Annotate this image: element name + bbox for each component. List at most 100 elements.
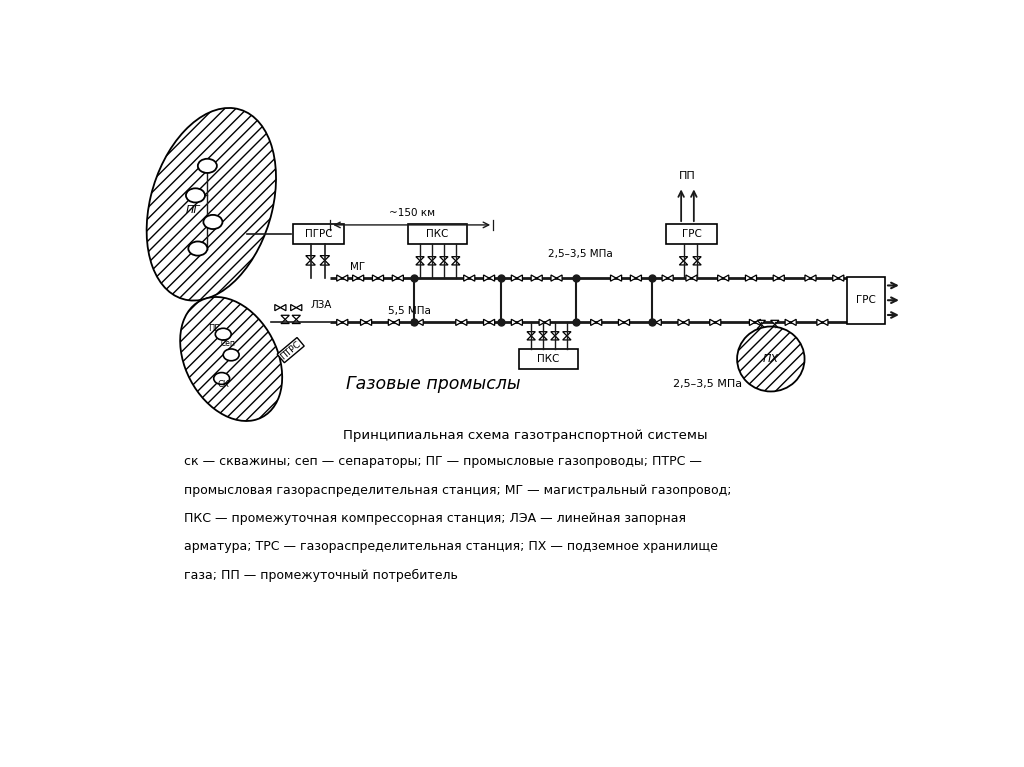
Polygon shape <box>624 319 630 325</box>
Text: Сеп: Сеп <box>220 339 236 348</box>
Polygon shape <box>461 319 467 325</box>
Polygon shape <box>416 261 424 265</box>
Polygon shape <box>745 275 751 281</box>
Polygon shape <box>616 275 622 281</box>
Polygon shape <box>684 319 689 325</box>
Polygon shape <box>668 275 673 281</box>
Polygon shape <box>718 275 723 281</box>
Polygon shape <box>636 275 641 281</box>
Polygon shape <box>489 319 495 325</box>
Polygon shape <box>292 319 300 324</box>
Polygon shape <box>392 275 397 281</box>
Circle shape <box>198 159 217 173</box>
Polygon shape <box>342 275 348 281</box>
Polygon shape <box>551 331 559 336</box>
Polygon shape <box>618 319 624 325</box>
Polygon shape <box>771 321 779 324</box>
Polygon shape <box>539 331 547 336</box>
Polygon shape <box>416 257 424 261</box>
Polygon shape <box>321 255 330 260</box>
Polygon shape <box>693 257 701 261</box>
Polygon shape <box>483 275 489 281</box>
Text: ПТРС: ПТРС <box>279 339 303 361</box>
Polygon shape <box>397 275 403 281</box>
Polygon shape <box>771 324 779 328</box>
Polygon shape <box>596 319 602 325</box>
Circle shape <box>186 189 205 202</box>
Text: ПП: ПП <box>679 170 696 181</box>
Text: газа; ПП — промежуточный потребитель: газа; ПП — промежуточный потребитель <box>183 568 458 581</box>
Polygon shape <box>693 261 701 265</box>
Polygon shape <box>281 315 290 319</box>
Text: ГРС: ГРС <box>856 295 876 305</box>
Text: ск — скважины; сеп — сепараторы; ПГ — промысловые газопроводы; ПТРС —: ск — скважины; сеп — сепараторы; ПГ — пр… <box>183 456 701 468</box>
Text: ПГРС: ПГРС <box>305 229 332 239</box>
Text: 2,5–3,5 МПа: 2,5–3,5 МПа <box>673 380 742 390</box>
Polygon shape <box>321 260 330 265</box>
Bar <box>666 224 717 244</box>
Text: 5,5 МПа: 5,5 МПа <box>388 305 431 315</box>
Polygon shape <box>817 319 822 325</box>
Polygon shape <box>723 275 729 281</box>
Polygon shape <box>296 304 302 311</box>
Polygon shape <box>358 275 364 281</box>
Polygon shape <box>517 275 522 281</box>
Polygon shape <box>757 321 766 324</box>
Polygon shape <box>306 260 315 265</box>
Polygon shape <box>551 336 559 340</box>
Polygon shape <box>489 275 495 281</box>
Polygon shape <box>464 275 469 281</box>
Polygon shape <box>418 319 423 325</box>
Polygon shape <box>679 257 688 261</box>
Polygon shape <box>412 319 418 325</box>
Polygon shape <box>292 315 300 319</box>
Polygon shape <box>757 324 766 328</box>
Polygon shape <box>833 275 839 281</box>
Polygon shape <box>785 319 791 325</box>
Polygon shape <box>755 319 761 325</box>
Polygon shape <box>527 331 536 336</box>
Circle shape <box>214 373 229 384</box>
Text: ГРС: ГРС <box>682 229 701 239</box>
Polygon shape <box>539 336 547 340</box>
Text: МГ: МГ <box>350 262 366 272</box>
Polygon shape <box>805 275 811 281</box>
Polygon shape <box>456 319 461 325</box>
Text: ~150 км: ~150 км <box>389 208 435 218</box>
Polygon shape <box>791 319 797 325</box>
Text: ПХ: ПХ <box>763 354 779 364</box>
Polygon shape <box>337 319 342 325</box>
Polygon shape <box>388 319 394 325</box>
Polygon shape <box>527 336 536 340</box>
Text: 2,5–3,5 МПа: 2,5–3,5 МПа <box>548 249 612 259</box>
Text: ПГ: ПГ <box>185 205 201 216</box>
Text: арматура; ТРС — газораспределительная станция; ПХ — подземное хранилище: арматура; ТРС — газораспределительная ст… <box>183 540 718 553</box>
Circle shape <box>223 349 240 360</box>
Polygon shape <box>545 319 550 325</box>
Polygon shape <box>483 319 489 325</box>
Polygon shape <box>378 275 384 281</box>
Text: ПКС: ПКС <box>426 229 449 239</box>
Circle shape <box>204 215 222 229</box>
Circle shape <box>215 328 231 340</box>
Text: ЛЗА: ЛЗА <box>310 300 332 310</box>
Bar <box>519 349 579 369</box>
Polygon shape <box>773 275 778 281</box>
Text: ПКС — промежуточная компрессорная станция; ЛЭА — линейная запорная: ПКС — промежуточная компрессорная станци… <box>183 512 685 525</box>
Polygon shape <box>631 275 636 281</box>
Polygon shape <box>539 319 545 325</box>
Polygon shape <box>281 304 286 311</box>
Polygon shape <box>710 319 715 325</box>
Polygon shape <box>686 275 691 281</box>
Polygon shape <box>650 319 655 325</box>
Polygon shape <box>751 275 757 281</box>
Polygon shape <box>511 275 517 281</box>
Text: СК: СК <box>217 380 229 390</box>
Ellipse shape <box>737 327 805 391</box>
Polygon shape <box>373 275 378 281</box>
Polygon shape <box>439 261 449 265</box>
Text: Газовые промыслы: Газовые промыслы <box>346 375 521 393</box>
Polygon shape <box>394 319 399 325</box>
Polygon shape <box>678 319 684 325</box>
Text: ПГ: ПГ <box>208 324 219 333</box>
